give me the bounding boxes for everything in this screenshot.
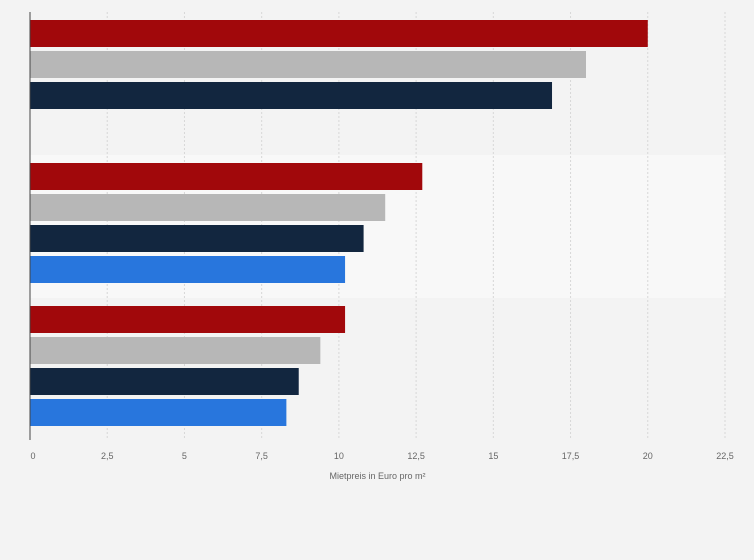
bar-group3-series4 [30, 399, 287, 426]
bar-group1-series1 [30, 20, 648, 47]
bar-group2-series1 [30, 163, 423, 190]
bar-group1-series3 [30, 82, 553, 109]
x-tick-label: 0 [30, 451, 35, 461]
bar-group1-series2 [30, 51, 586, 78]
x-axis-ticks: 0 2,5 5 7,5 10 12,5 15 17,5 20 22,5 [30, 451, 733, 461]
bars-layer [30, 20, 648, 426]
x-tick-label: 7,5 [255, 451, 268, 461]
x-tick-label: 15 [488, 451, 498, 461]
x-tick-label: 12,5 [407, 451, 425, 461]
x-tick-label: 20 [643, 451, 653, 461]
x-tick-label: 5 [182, 451, 187, 461]
x-tick-label: 22,5 [716, 451, 734, 461]
bar-group2-series2 [30, 194, 386, 221]
bar-group3-series3 [30, 368, 299, 395]
x-tick-label: 2,5 [101, 451, 114, 461]
bar-group2-series3 [30, 225, 364, 252]
x-tick-label: 17,5 [562, 451, 580, 461]
x-tick-label: 10 [334, 451, 344, 461]
bar-group3-series2 [30, 337, 321, 364]
x-axis-title: Mietpreis in Euro pro m² [329, 471, 425, 481]
bar-group3-series1 [30, 306, 346, 333]
bar-group2-series4 [30, 256, 346, 283]
